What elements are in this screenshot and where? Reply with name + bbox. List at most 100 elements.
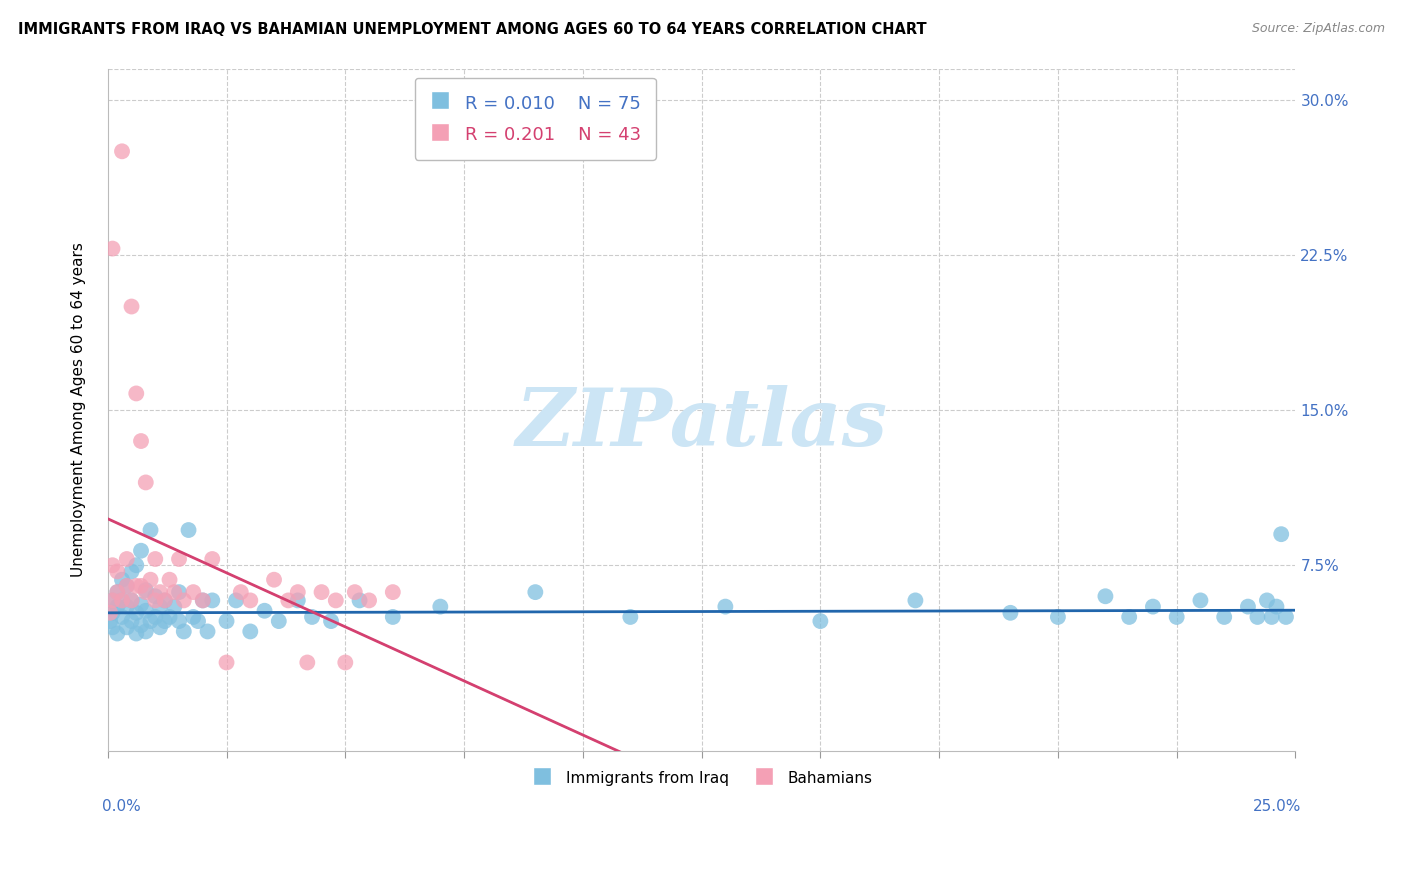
Point	[105, 599, 128, 614]
Point	[111, 593, 134, 607]
Point	[191, 593, 214, 607]
Point	[135, 585, 157, 599]
Point	[239, 593, 262, 607]
Point	[111, 145, 134, 159]
Text: IMMIGRANTS FROM IRAQ VS BAHAMIAN UNEMPLOYMENT AMONG AGES 60 TO 64 YEARS CORRELAT: IMMIGRANTS FROM IRAQ VS BAHAMIAN UNEMPLO…	[18, 22, 927, 37]
Y-axis label: Unemployment Among Ages 60 to 64 years: Unemployment Among Ages 60 to 64 years	[72, 243, 86, 577]
Point	[1189, 593, 1212, 607]
Point	[105, 585, 128, 599]
Point	[1046, 610, 1069, 624]
Point	[619, 610, 641, 624]
Point	[1275, 610, 1298, 624]
Point	[149, 620, 172, 634]
Text: Source: ZipAtlas.com: Source: ZipAtlas.com	[1251, 22, 1385, 36]
Point	[173, 593, 195, 607]
Point	[98, 606, 121, 620]
Point	[143, 552, 166, 566]
Point	[1142, 599, 1164, 614]
Point	[139, 523, 162, 537]
Point	[181, 585, 204, 599]
Point	[287, 585, 309, 599]
Point	[201, 593, 224, 607]
Point	[173, 624, 195, 639]
Point	[129, 579, 152, 593]
Point	[349, 593, 371, 607]
Point	[111, 573, 134, 587]
Point	[287, 593, 309, 607]
Point	[177, 523, 200, 537]
Point	[129, 598, 152, 612]
Point	[121, 593, 143, 607]
Point	[167, 614, 190, 628]
Point	[335, 656, 357, 670]
Point	[1246, 610, 1268, 624]
Point	[101, 593, 124, 607]
Point	[125, 606, 148, 620]
Point	[239, 624, 262, 639]
Point	[121, 593, 143, 607]
Point	[267, 614, 290, 628]
Point	[201, 552, 224, 566]
Point	[215, 614, 238, 628]
Point	[1094, 589, 1116, 603]
Point	[139, 614, 162, 628]
Point	[381, 610, 404, 624]
Point	[115, 599, 138, 614]
Point	[215, 656, 238, 670]
Point	[143, 593, 166, 607]
Point	[524, 585, 547, 599]
Point	[101, 606, 124, 620]
Point	[153, 593, 176, 607]
Point	[808, 614, 831, 628]
Point	[98, 614, 121, 628]
Point	[135, 582, 157, 597]
Point	[277, 593, 299, 607]
Point	[381, 585, 404, 599]
Point	[129, 543, 152, 558]
Point	[135, 475, 157, 490]
Point	[1237, 599, 1260, 614]
Point	[143, 589, 166, 603]
Point	[125, 386, 148, 401]
Point	[111, 593, 134, 607]
Point	[101, 620, 124, 634]
Legend: Immigrants from Iraq, Bahamians: Immigrants from Iraq, Bahamians	[523, 761, 880, 795]
Point	[1256, 593, 1278, 607]
Point	[125, 626, 148, 640]
Point	[1000, 606, 1022, 620]
Point	[105, 565, 128, 579]
Point	[163, 599, 186, 614]
Point	[125, 579, 148, 593]
Point	[191, 593, 214, 607]
Point	[1260, 610, 1282, 624]
Point	[139, 573, 162, 587]
Point	[714, 599, 737, 614]
Point	[121, 300, 143, 314]
Text: 25.0%: 25.0%	[1253, 799, 1302, 814]
Point	[263, 573, 285, 587]
Point	[253, 604, 276, 618]
Point	[135, 624, 157, 639]
Point	[311, 585, 333, 599]
Point	[115, 552, 138, 566]
Point	[229, 585, 252, 599]
Point	[325, 593, 347, 607]
Point	[1270, 527, 1292, 541]
Point	[121, 614, 143, 628]
Point	[105, 585, 128, 599]
Point	[121, 565, 143, 579]
Point	[301, 610, 323, 624]
Point	[143, 610, 166, 624]
Point	[159, 573, 181, 587]
Point	[101, 242, 124, 256]
Point	[129, 618, 152, 632]
Point	[1265, 599, 1288, 614]
Point	[125, 558, 148, 573]
Point	[1213, 610, 1236, 624]
Point	[153, 614, 176, 628]
Point	[181, 610, 204, 624]
Point	[153, 593, 176, 607]
Point	[1118, 610, 1140, 624]
Point	[225, 593, 247, 607]
Point	[111, 610, 134, 624]
